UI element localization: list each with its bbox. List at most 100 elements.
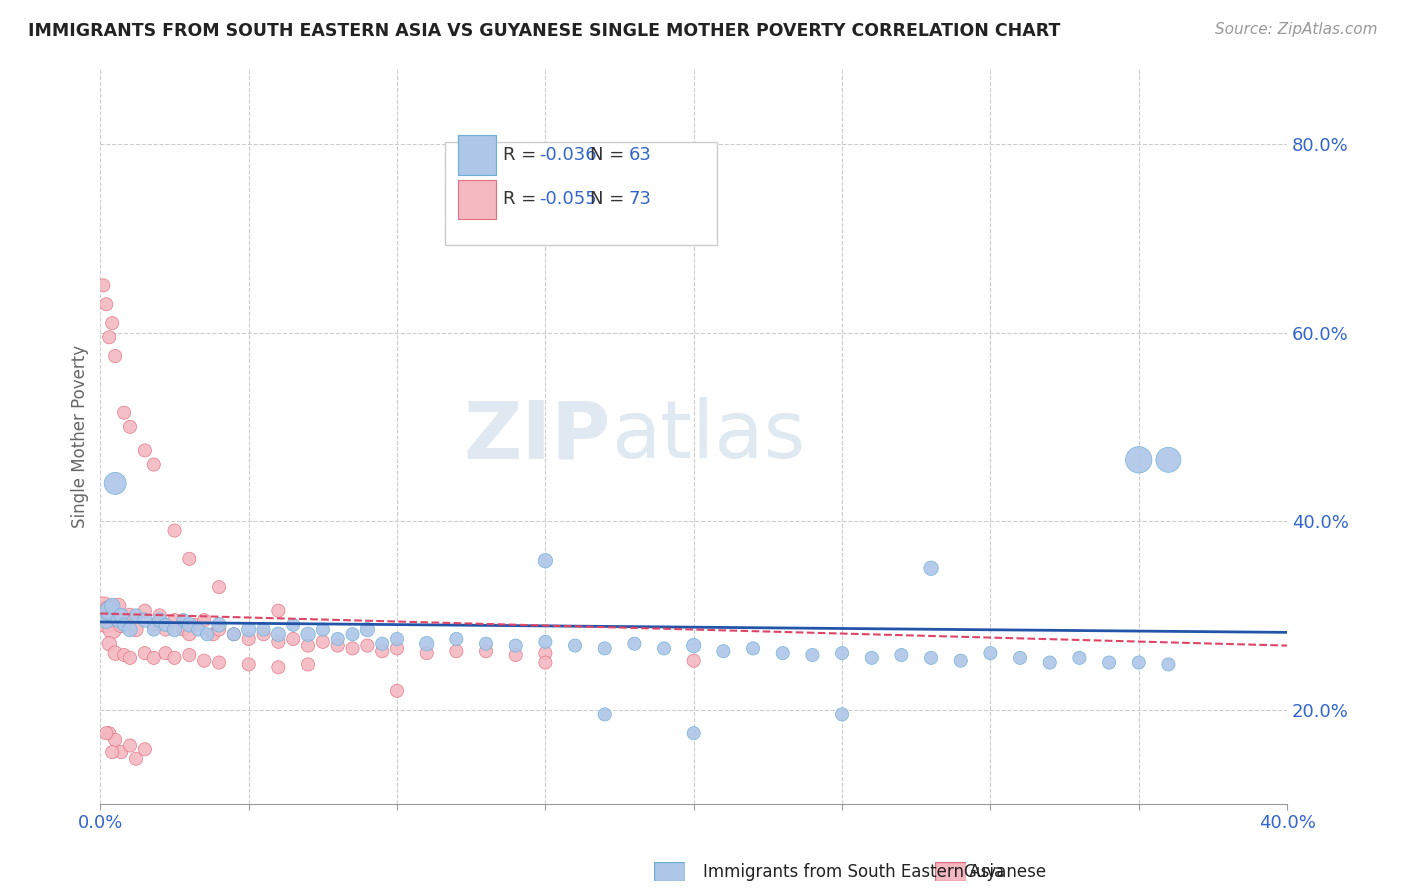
Point bbox=[267, 635, 290, 649]
Point bbox=[179, 617, 201, 632]
Point bbox=[356, 623, 378, 637]
Point bbox=[371, 644, 394, 658]
Point bbox=[801, 648, 824, 662]
Text: ZIP: ZIP bbox=[464, 397, 610, 475]
Point bbox=[104, 732, 127, 747]
Point bbox=[920, 650, 942, 665]
Point bbox=[326, 632, 349, 646]
Point bbox=[505, 639, 527, 653]
Point bbox=[252, 627, 274, 641]
Point bbox=[475, 644, 498, 658]
Point bbox=[222, 627, 245, 641]
Point bbox=[187, 623, 209, 637]
Point bbox=[1069, 650, 1091, 665]
Point bbox=[475, 637, 498, 651]
Text: Source: ZipAtlas.com: Source: ZipAtlas.com bbox=[1215, 22, 1378, 37]
Point bbox=[134, 613, 156, 627]
Point bbox=[534, 656, 557, 670]
Point bbox=[107, 613, 129, 627]
Point bbox=[172, 623, 194, 637]
Point bbox=[949, 654, 972, 668]
Text: -0.036: -0.036 bbox=[540, 146, 598, 164]
Point bbox=[385, 641, 408, 656]
Point bbox=[134, 742, 156, 756]
Point bbox=[564, 639, 586, 653]
Point bbox=[112, 617, 135, 632]
Point bbox=[155, 646, 177, 660]
Point bbox=[163, 524, 186, 538]
FancyBboxPatch shape bbox=[457, 136, 495, 175]
Text: R =: R = bbox=[503, 146, 541, 164]
Point bbox=[297, 657, 319, 672]
Point bbox=[118, 650, 141, 665]
Point bbox=[283, 632, 305, 646]
Point bbox=[96, 297, 118, 311]
Point bbox=[98, 604, 121, 618]
Point bbox=[101, 599, 124, 613]
Point bbox=[112, 648, 135, 662]
Point bbox=[1128, 656, 1150, 670]
Point bbox=[112, 406, 135, 420]
Point bbox=[91, 278, 114, 293]
Point bbox=[415, 637, 437, 651]
Point bbox=[593, 707, 616, 722]
Point bbox=[110, 617, 132, 632]
Point bbox=[890, 648, 912, 662]
Point bbox=[623, 637, 645, 651]
Point bbox=[267, 627, 290, 641]
Point bbox=[193, 613, 215, 627]
Point bbox=[118, 739, 141, 753]
Point bbox=[208, 617, 231, 632]
Point bbox=[1010, 650, 1032, 665]
Point bbox=[134, 604, 156, 618]
Point bbox=[415, 646, 437, 660]
Point bbox=[711, 644, 734, 658]
Point bbox=[1098, 656, 1121, 670]
Point bbox=[831, 707, 853, 722]
Point bbox=[342, 627, 364, 641]
Point bbox=[208, 623, 231, 637]
Point bbox=[101, 745, 124, 759]
Text: N =: N = bbox=[591, 146, 630, 164]
Point bbox=[593, 641, 616, 656]
Point bbox=[104, 646, 127, 660]
Text: atlas: atlas bbox=[610, 397, 806, 475]
Point bbox=[125, 608, 148, 623]
Point bbox=[920, 561, 942, 575]
Point bbox=[446, 644, 468, 658]
Point bbox=[184, 617, 207, 632]
Point bbox=[163, 623, 186, 637]
Text: IMMIGRANTS FROM SOUTH EASTERN ASIA VS GUYANESE SINGLE MOTHER POVERTY CORRELATION: IMMIGRANTS FROM SOUTH EASTERN ASIA VS GU… bbox=[28, 22, 1060, 40]
Point bbox=[297, 627, 319, 641]
Point bbox=[222, 627, 245, 641]
Text: Immigrants from South Eastern Asia: Immigrants from South Eastern Asia bbox=[703, 863, 1004, 881]
Point bbox=[208, 656, 231, 670]
Point bbox=[179, 648, 201, 662]
Point bbox=[125, 623, 148, 637]
Point bbox=[534, 646, 557, 660]
Point bbox=[134, 646, 156, 660]
Text: R =: R = bbox=[503, 190, 541, 209]
Point bbox=[385, 683, 408, 698]
Point bbox=[202, 627, 225, 641]
Point bbox=[1157, 657, 1180, 672]
Point bbox=[110, 608, 132, 623]
Point bbox=[96, 613, 118, 627]
Point bbox=[142, 458, 165, 472]
Point bbox=[91, 604, 114, 618]
Point bbox=[371, 637, 394, 651]
Point bbox=[179, 627, 201, 641]
Point bbox=[208, 580, 231, 594]
Point bbox=[104, 349, 127, 363]
FancyBboxPatch shape bbox=[935, 862, 966, 881]
Point bbox=[312, 635, 335, 649]
Point bbox=[652, 641, 675, 656]
Point bbox=[98, 726, 121, 740]
FancyBboxPatch shape bbox=[654, 862, 685, 881]
Point bbox=[682, 654, 704, 668]
Point bbox=[831, 646, 853, 660]
Point bbox=[155, 617, 177, 632]
Point bbox=[1039, 656, 1062, 670]
Point bbox=[172, 613, 194, 627]
FancyBboxPatch shape bbox=[444, 142, 717, 245]
